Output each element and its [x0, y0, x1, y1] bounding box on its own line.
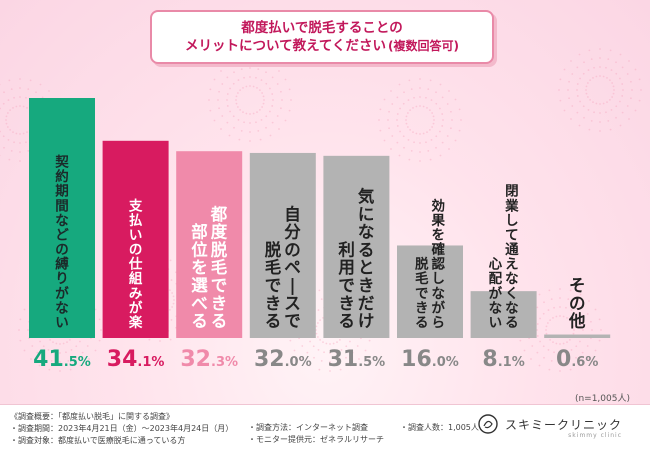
bar-label-1-char: 縛: [55, 256, 69, 273]
survey-info-col2: ・調査方法：インターネット調査 ・モニター提供元：ゼネラルリサーチ: [248, 422, 384, 446]
bar-3: [176, 151, 242, 338]
bar-label-8-char: の: [569, 294, 586, 313]
bar-label-5-char: 利: [338, 239, 355, 259]
bar-label-2-char: 払: [129, 212, 143, 229]
bar-label-7-char: い: [489, 315, 503, 331]
bar-7: [471, 291, 537, 338]
bar-label-6-char: ら: [432, 315, 446, 331]
bar-label-4-char: ス: [284, 294, 301, 313]
bar-label-1-char: い: [55, 315, 69, 331]
bar-label-5-char: な: [358, 223, 375, 242]
bar-label-1-char: 契: [54, 154, 69, 171]
bar-label-4-char: き: [265, 294, 282, 313]
bar-label-5-char: と: [358, 258, 375, 277]
value-label-6: 16.0%: [401, 347, 459, 372]
bar-label-4-char: ペ: [284, 258, 301, 277]
bar-label-2-char: が: [129, 299, 143, 316]
bar-label-1-char: が: [55, 285, 69, 302]
bar-label-5-char: る: [338, 312, 355, 331]
clinic-logo-subtext: skimmy clinic: [568, 432, 622, 439]
bar-label-6-char: る: [415, 315, 429, 331]
bar-label-3-char: 選: [191, 276, 208, 295]
bar-4: [250, 153, 316, 338]
bar-label-3-char: 毛: [211, 257, 228, 277]
bar-label-4-char: 脱: [265, 239, 282, 259]
bar-label-5-char: だ: [358, 294, 375, 313]
bar-label-3-char: る: [191, 312, 208, 331]
bar-label-3-char: べ: [191, 294, 208, 313]
bar-label-8-char: そ: [569, 276, 586, 295]
bar-label-6-char: 脱: [415, 256, 429, 273]
bar-label-3-char: 部: [191, 222, 208, 242]
bar-label-6-char: 毛: [415, 270, 429, 287]
survey-footer: 《調査概要：「都度払い脱毛」に関する調査》 ・調査期間：2023年4月21日（金…: [0, 404, 650, 451]
clinic-logo: スキミークリニック skimmy clinic: [477, 413, 622, 435]
bar-label-6-char: 効: [432, 197, 446, 214]
value-label-2: 34.1%: [107, 347, 165, 372]
bar-label-5-char: き: [338, 294, 355, 313]
bar-chart: 契約期間などの縛りがない41.5%支払いの仕組みが楽34.1%都度脱毛できる部位…: [0, 0, 650, 400]
bar-label-5-char: け: [358, 312, 375, 331]
survey-target: ・調査対象：都度払いで医療脱毛に通っている方: [10, 435, 233, 447]
bar-label-3-char: 位: [191, 239, 208, 259]
bar-label-4-char: る: [265, 312, 282, 331]
bar-label-2-char: 仕: [128, 256, 143, 273]
survey-provider: ・モニター提供元：ゼネラルリサーチ: [248, 434, 384, 446]
bar-6: [397, 245, 463, 338]
bar-label-4-char: 自: [284, 204, 301, 224]
bar-label-3-char: で: [211, 276, 228, 295]
survey-info-col1: 《調査概要：「都度払い脱毛」に関する調査》 ・調査期間：2023年4月21日（金…: [10, 411, 233, 447]
bar-label-2-char: 支: [128, 197, 143, 214]
survey-period: ・調査期間：2023年4月21日（金）〜2023年4月24日（月）: [10, 423, 233, 435]
value-label-1: 41.5%: [33, 347, 91, 372]
clinic-logo-text: スキミークリニック: [505, 416, 622, 433]
bar-label-8-char: 他: [568, 311, 586, 331]
bar-label-2-char: 組: [129, 270, 143, 287]
bar-label-3-char: 都: [210, 204, 228, 224]
bar-label-4-char: で: [265, 276, 282, 295]
value-label-3: 32.3%: [180, 347, 238, 372]
bar-label-5-char: 用: [338, 258, 355, 277]
survey-heading: 《調査概要：「都度払い脱毛」に関する調査》: [10, 411, 233, 423]
value-label-4: 32.0%: [254, 347, 312, 372]
bar-label-3-char: を: [191, 258, 208, 277]
bar-label-7-char: る: [505, 315, 519, 331]
value-label-5: 31.5%: [328, 347, 386, 372]
bar-5: [323, 156, 389, 338]
bar-label-5-char: で: [338, 276, 355, 295]
bar-label-5-char: に: [358, 205, 375, 224]
bar-label-5-char: る: [358, 240, 375, 259]
bar-label-4-char: 分: [284, 223, 301, 242]
bar-8: [544, 335, 610, 338]
bar-label-7-char: が: [489, 285, 503, 302]
survey-info-col3: ・調査人数：1,005人: [400, 422, 479, 434]
survey-count: ・調査人数：1,005人: [400, 422, 479, 434]
bar-label-4-char: の: [284, 240, 301, 259]
bar-label-3-char: る: [211, 312, 228, 331]
value-label-8: 0.6%: [556, 347, 598, 372]
bar-label-3-char: 度: [211, 222, 228, 242]
bar-label-1-char: 約: [55, 168, 69, 185]
bar-label-3-char: 脱: [211, 239, 228, 259]
bar-label-7-char: 業: [504, 197, 519, 214]
bar-label-5-char: 気: [357, 186, 375, 206]
sample-size: (n=1,005人): [575, 391, 630, 404]
survey-method: ・調査方法：インターネット調査: [248, 422, 384, 434]
bar-label-6-char: 認: [432, 256, 446, 273]
bar-label-6-char: 確: [432, 241, 446, 258]
bar-label-4-char: 毛: [265, 257, 282, 277]
bar-label-2-char: 楽: [128, 314, 143, 331]
value-label-7: 8.1%: [482, 347, 524, 372]
clinic-logo-icon: [477, 413, 499, 435]
bar-label-3-char: き: [211, 294, 228, 313]
bar-label-5-char: き: [358, 276, 375, 295]
bar-label-6-char: が: [432, 299, 446, 316]
bar-label-4-char: で: [284, 312, 301, 331]
